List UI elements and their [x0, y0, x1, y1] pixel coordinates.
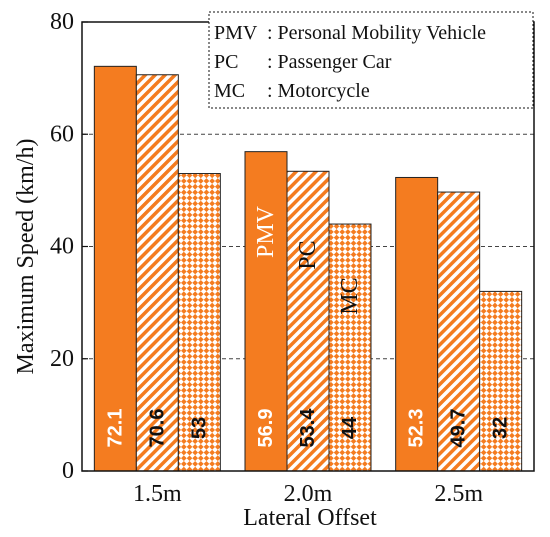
data-label: 56.9 [255, 409, 277, 448]
y-tick-label: 80 [50, 9, 74, 35]
y-tick-label: 40 [50, 234, 74, 260]
y-tick-label: 60 [50, 121, 74, 147]
bar-mc-2_0m [328, 223, 372, 472]
legend-text: : Personal Mobility Vehicle [267, 22, 486, 44]
series-name-label: PMV [253, 205, 279, 258]
y-tick-label: 20 [50, 346, 74, 372]
y-tick-label: 0 [62, 458, 74, 484]
bars [93, 65, 523, 472]
legend: PMV : Personal Mobility Vehicle PC : Passen… [208, 11, 534, 109]
data-label: 72.1 [104, 409, 126, 448]
bar-pc-2_5m [437, 191, 481, 472]
series-name-label: PC [295, 240, 321, 269]
x-tick-label: 2.0m [284, 481, 333, 507]
legend-text: : Motorcycle [267, 80, 370, 102]
data-label: 53 [188, 417, 210, 439]
data-label: 32 [490, 417, 512, 439]
bar-mc-2_5m [479, 290, 523, 472]
data-label: 53.4 [297, 408, 319, 448]
x-tick-label: 2.5m [434, 481, 483, 507]
data-label: 70.6 [146, 409, 168, 448]
data-label: 44 [339, 416, 361, 439]
labels: 72.1 70.6 53 56.9 53.4 44 52.3 49.7 32 PMV PC MC [104, 205, 511, 447]
data-label: 52.3 [406, 409, 428, 448]
y-axis-title: Maximum Speed (km/h) [13, 139, 39, 375]
series-name-label: MC [337, 277, 363, 314]
x-tick-label: 1.5m [133, 481, 182, 507]
legend-text: : Passenger Car [267, 51, 392, 73]
bar-pc-1_5m [135, 74, 179, 472]
x-axis-title: Lateral Offset [243, 505, 377, 531]
data-label: 49.7 [448, 409, 470, 448]
legend-abbr: MC [214, 80, 245, 102]
legend-abbr: PC [214, 51, 238, 73]
legend-abbr: PMV [214, 22, 258, 44]
legend-box [208, 11, 534, 109]
